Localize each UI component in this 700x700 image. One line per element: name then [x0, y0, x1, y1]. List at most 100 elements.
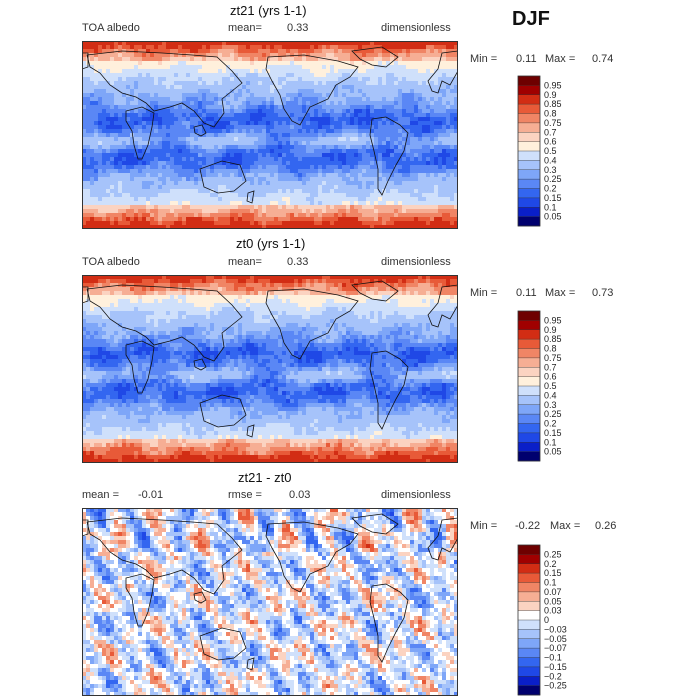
colorbar-level-label: 0.4 — [544, 155, 557, 165]
colorbar-level-label: 0.3 — [544, 165, 557, 175]
panel2-max-label: Max = — [545, 287, 576, 299]
colorbar-swatch — [518, 357, 540, 368]
colorbar-swatch — [518, 404, 540, 415]
colorbar-swatch — [518, 573, 540, 583]
map-field — [82, 508, 458, 696]
colorbar-level-label: 0.1 — [544, 202, 557, 212]
season-label: DJF — [512, 8, 550, 30]
colorbar-swatch — [518, 339, 540, 349]
panel2-colorbar: 0.950.90.850.80.750.70.60.50.40.30.250.2… — [517, 310, 562, 462]
colorbar-swatch — [518, 216, 540, 227]
colorbar-level-label: 0.2 — [544, 419, 557, 429]
panel3-title: zt21 - zt0 — [238, 470, 292, 485]
panel2-mean-label: mean= — [228, 256, 262, 268]
coastline — [199, 160, 247, 194]
panel3-max-value: 0.26 — [595, 520, 617, 532]
colorbar-level-label: 0.05 — [544, 596, 562, 606]
panel2-min-value: 0.11 — [516, 287, 537, 299]
colorbar-level-label: 0.7 — [544, 127, 557, 137]
coastline — [86, 50, 243, 128]
colorbar-swatch — [518, 348, 540, 359]
colorbar-swatch — [518, 122, 540, 133]
coastline — [351, 513, 399, 535]
coastline — [265, 288, 359, 360]
panel2-title: zt0 (yrs 1-1) — [236, 236, 306, 251]
colorbar-level-label: 0.75 — [544, 118, 562, 128]
colorbar-level-label: 0.75 — [544, 353, 562, 363]
colorbar-level-label: −0.2 — [544, 671, 562, 681]
coastline — [351, 46, 399, 68]
colorbar-swatch — [518, 376, 540, 387]
panel3-units: dimensionless — [381, 489, 451, 501]
panel1-variable: TOA albedo — [82, 22, 140, 34]
colorbar-swatch — [518, 582, 540, 593]
colorbar-swatch — [518, 657, 540, 668]
colorbar-swatch — [518, 414, 540, 424]
coastline — [427, 50, 458, 94]
coastline — [246, 424, 255, 438]
colorbar-swatch — [518, 76, 540, 86]
panel2-mean-value: 0.33 — [287, 256, 309, 268]
colorbar-level-label: 0.15 — [544, 193, 562, 203]
coastline — [82, 286, 89, 304]
panel2-map — [82, 275, 458, 463]
colorbar-swatch — [518, 151, 540, 161]
colorbar-level-label: 0.3 — [544, 400, 557, 410]
colorbar-swatch — [518, 329, 540, 340]
colorbar-swatch — [518, 610, 540, 621]
panel2-max-value: 0.73 — [592, 287, 614, 299]
colorbar-swatch — [518, 545, 540, 555]
colorbar-level-label: −0.05 — [544, 634, 567, 644]
colorbar-level-label: 0.95 — [544, 315, 562, 325]
colorbar-swatch — [518, 160, 540, 171]
panel1-mean-value: 0.33 — [287, 22, 309, 34]
panel1-max-label: Max = — [545, 53, 576, 65]
colorbar-level-label: 0.95 — [544, 80, 562, 90]
panel3-max-label: Max = — [550, 520, 581, 532]
colorbar-level-label: 0.85 — [544, 99, 562, 109]
colorbar-swatch — [518, 179, 540, 189]
coastline — [125, 340, 155, 394]
panel1-mean-label: mean= — [228, 22, 262, 34]
colorbar-level-label: −0.1 — [544, 653, 562, 663]
colorbar-level-label: 0.6 — [544, 137, 557, 147]
colorbar-level-label: 0.05 — [544, 447, 562, 457]
colorbar-level-label: 0.1 — [544, 437, 557, 447]
coastline — [125, 106, 155, 160]
colorbar-level-label: 0.15 — [544, 428, 562, 438]
map-frame — [82, 41, 458, 229]
coastline — [265, 521, 359, 593]
panel2-min-label: Min = — [470, 287, 498, 299]
colorbar-level-label: 0.6 — [544, 372, 557, 382]
colorbar-swatch — [518, 197, 540, 208]
colorbar-level-label: 0.05 — [544, 212, 562, 222]
colorbar-level-label: 0.5 — [544, 146, 557, 156]
colorbar-level-label: 0.2 — [544, 184, 557, 194]
coastline — [193, 124, 207, 137]
colorbar-swatch — [518, 132, 540, 142]
colorbar-level-label: 0.85 — [544, 334, 562, 344]
colorbar-swatch — [518, 563, 540, 574]
map-field — [82, 41, 458, 229]
panel3-min-value: -0.22 — [515, 520, 541, 532]
coastline — [427, 284, 458, 328]
colorbar-swatch — [518, 85, 540, 96]
panel3-mean-value: -0.01 — [138, 489, 164, 501]
coastline — [369, 583, 409, 663]
coastline — [265, 54, 359, 126]
colorbar-swatch — [518, 104, 540, 114]
colorbar-swatch — [518, 666, 540, 677]
colorbar-swatch — [518, 620, 540, 630]
colorbar-swatch — [518, 451, 540, 462]
panel3-map — [82, 508, 458, 696]
colorbar-swatch — [518, 395, 540, 406]
colorbar-level-label: 0.8 — [544, 109, 557, 119]
colorbar-swatch — [518, 432, 540, 443]
coastline — [199, 394, 247, 428]
colorbar-level-label: −0.15 — [544, 662, 567, 672]
coastline — [193, 358, 207, 371]
colorbar-swatch — [518, 188, 540, 199]
panel1-max-value: 0.74 — [592, 53, 614, 65]
panel1-colorbar: 0.950.90.850.80.750.70.60.50.40.30.250.2… — [517, 75, 562, 227]
colorbar-level-label: 0.03 — [544, 606, 562, 616]
